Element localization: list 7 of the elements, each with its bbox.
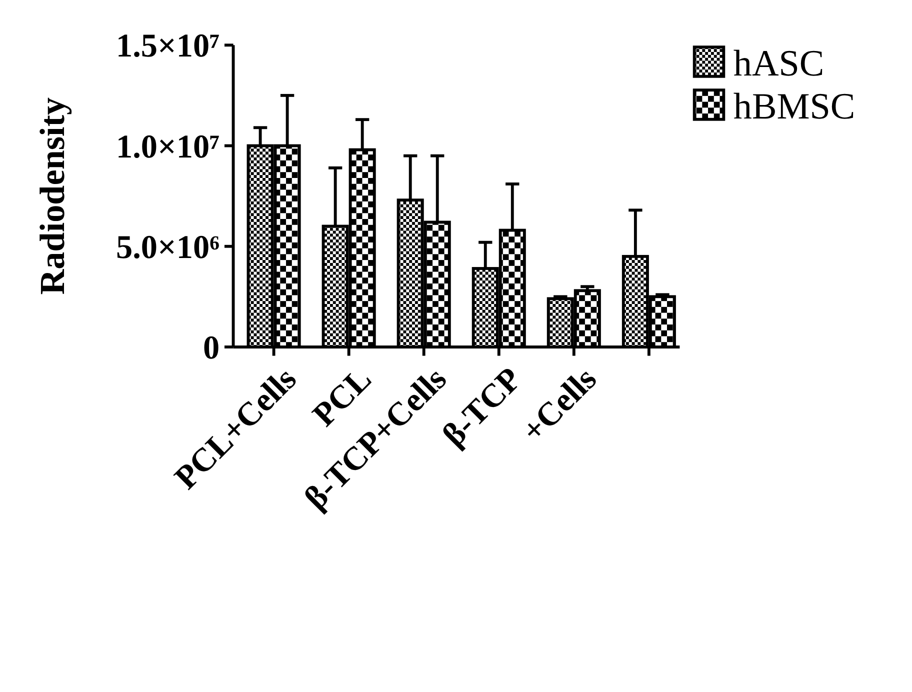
y-tick-label: 1.5×10⁷	[116, 28, 220, 65]
y-tick-label: 5.0×10⁶	[116, 228, 220, 266]
y-tick-label: 0	[202, 330, 220, 367]
legend-label: hASC	[733, 44, 824, 85]
y-tick-label: 1.0×10⁷	[116, 128, 220, 166]
legend-label: hBMSC	[733, 86, 856, 128]
y-axis-title: Radiodensity	[32, 96, 72, 295]
